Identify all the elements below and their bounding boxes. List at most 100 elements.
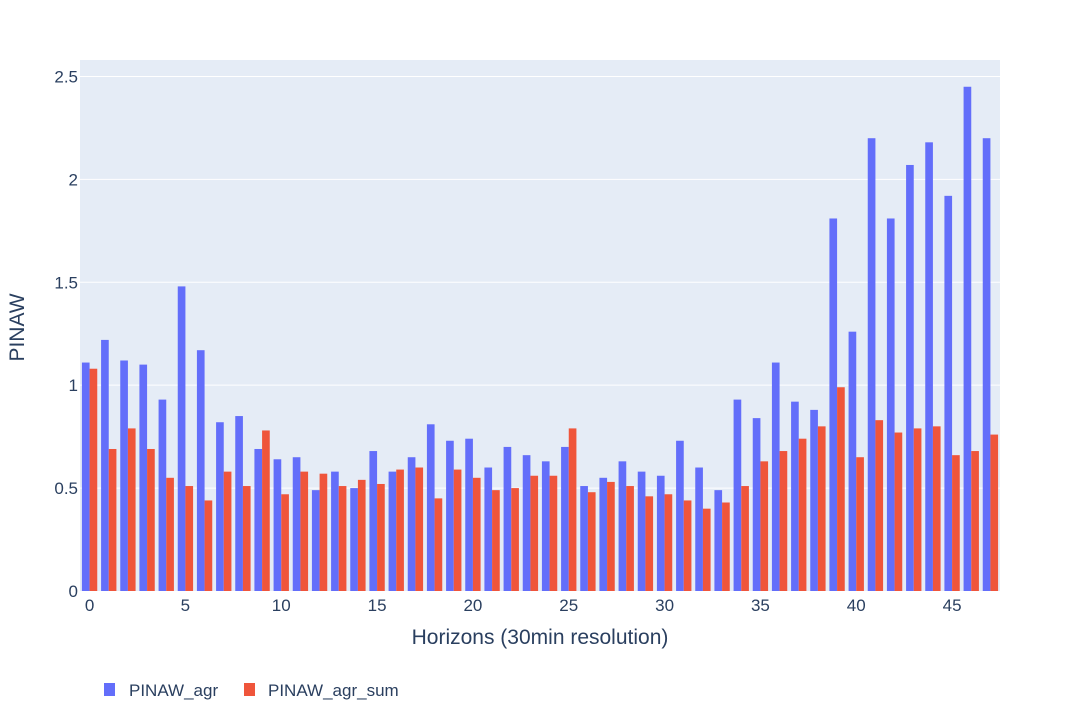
bar-pinaw-agr-sum[interactable] bbox=[204, 500, 213, 591]
bar-pinaw-agr[interactable] bbox=[867, 138, 876, 592]
bar-pinaw-agr[interactable] bbox=[752, 418, 761, 591]
bar-pinaw-agr-sum[interactable] bbox=[223, 471, 232, 591]
bar-pinaw-agr-sum[interactable] bbox=[626, 486, 634, 591]
bar-pinaw-agr-sum[interactable] bbox=[262, 430, 270, 591]
bar-pinaw-agr-sum[interactable] bbox=[549, 475, 558, 591]
bar-pinaw-agr[interactable] bbox=[618, 461, 627, 591]
bar-pinaw-agr[interactable] bbox=[580, 486, 588, 591]
bar-pinaw-agr[interactable] bbox=[925, 142, 933, 592]
bar-pinaw-agr-sum[interactable] bbox=[415, 467, 424, 591]
bar-pinaw-agr-sum[interactable] bbox=[932, 426, 941, 591]
bar-pinaw-agr-sum[interactable] bbox=[89, 368, 98, 591]
bar-pinaw-agr-sum[interactable] bbox=[971, 451, 979, 591]
bar-pinaw-agr-sum[interactable] bbox=[472, 477, 481, 591]
bar-pinaw-agr-sum[interactable] bbox=[377, 483, 385, 591]
bar-pinaw-agr[interactable] bbox=[599, 477, 608, 591]
bar-pinaw-agr-sum[interactable] bbox=[511, 488, 519, 591]
bar-pinaw-agr[interactable] bbox=[522, 455, 531, 591]
bar-pinaw-agr[interactable] bbox=[676, 440, 684, 591]
bar-pinaw-agr-sum[interactable] bbox=[127, 428, 136, 591]
bar-pinaw-agr[interactable] bbox=[637, 471, 646, 591]
bar-pinaw-agr-sum[interactable] bbox=[185, 486, 194, 591]
bar-pinaw-agr-sum[interactable] bbox=[760, 461, 769, 591]
bar-pinaw-agr-sum[interactable] bbox=[779, 451, 788, 591]
bar-pinaw-agr[interactable] bbox=[656, 475, 665, 591]
bar-pinaw-agr-sum[interactable] bbox=[607, 481, 615, 591]
bar-pinaw-agr[interactable] bbox=[944, 195, 953, 591]
bar-pinaw-agr-sum[interactable] bbox=[722, 502, 730, 592]
bar-pinaw-agr[interactable] bbox=[446, 440, 454, 591]
bar-pinaw-agr-sum[interactable] bbox=[108, 448, 117, 591]
bar-pinaw-agr-sum[interactable] bbox=[683, 500, 692, 591]
bar-pinaw-agr[interactable] bbox=[541, 461, 550, 591]
bar-pinaw-agr[interactable] bbox=[81, 362, 90, 591]
bar-pinaw-agr-sum[interactable] bbox=[645, 496, 654, 591]
bar-pinaw-agr-sum[interactable] bbox=[875, 420, 884, 591]
bar-pinaw-agr-sum[interactable] bbox=[587, 492, 596, 591]
bar-pinaw-agr[interactable] bbox=[982, 138, 991, 592]
bar-pinaw-agr[interactable] bbox=[906, 164, 914, 591]
bar-pinaw-agr-sum[interactable] bbox=[319, 473, 328, 591]
bar-pinaw-agr-sum[interactable] bbox=[300, 471, 309, 591]
bar-pinaw-agr[interactable] bbox=[158, 399, 167, 591]
bar-pinaw-agr-sum[interactable] bbox=[492, 490, 500, 591]
bar-pinaw-agr[interactable] bbox=[292, 457, 301, 591]
bar-pinaw-agr-sum[interactable] bbox=[952, 455, 960, 591]
bar-pinaw-agr-sum[interactable] bbox=[817, 426, 826, 591]
bar-pinaw-agr[interactable] bbox=[235, 416, 243, 591]
legend-swatch-pinaw-agr[interactable] bbox=[104, 683, 115, 696]
bar-pinaw-agr-sum[interactable] bbox=[798, 438, 807, 591]
bar-pinaw-agr-sum[interactable] bbox=[434, 498, 443, 591]
bar-pinaw-agr[interactable] bbox=[791, 401, 799, 591]
bar-pinaw-agr[interactable] bbox=[484, 467, 493, 591]
bar-pinaw-agr[interactable] bbox=[829, 218, 838, 591]
bar-pinaw-agr[interactable] bbox=[350, 488, 358, 591]
bar-pinaw-agr-sum[interactable] bbox=[702, 508, 711, 591]
bar-pinaw-agr[interactable] bbox=[139, 364, 148, 591]
bar-pinaw-agr[interactable] bbox=[714, 490, 723, 591]
bar-pinaw-agr[interactable] bbox=[388, 471, 397, 591]
bar-pinaw-agr-sum[interactable] bbox=[664, 494, 673, 591]
bar-pinaw-agr-sum[interactable] bbox=[281, 494, 289, 591]
bar-pinaw-agr[interactable] bbox=[503, 446, 512, 591]
bar-pinaw-agr[interactable] bbox=[311, 490, 320, 591]
bar-pinaw-agr[interactable] bbox=[407, 457, 416, 591]
bar-pinaw-agr[interactable] bbox=[810, 409, 818, 591]
bar-pinaw-agr[interactable] bbox=[120, 360, 128, 591]
bar-pinaw-agr[interactable] bbox=[254, 448, 263, 591]
bar-pinaw-agr[interactable] bbox=[695, 467, 703, 591]
bar-pinaw-agr[interactable] bbox=[733, 399, 742, 591]
legend-swatch-pinaw-agr-sum[interactable] bbox=[244, 683, 255, 696]
bar-pinaw-agr[interactable] bbox=[465, 438, 473, 591]
bar-pinaw-agr-sum[interactable] bbox=[894, 432, 903, 591]
bar-pinaw-agr-sum[interactable] bbox=[856, 457, 864, 591]
bar-pinaw-agr-sum[interactable] bbox=[338, 486, 347, 591]
bar-pinaw-agr[interactable] bbox=[771, 362, 780, 591]
bar-pinaw-agr[interactable] bbox=[273, 459, 282, 591]
bar-pinaw-agr-sum[interactable] bbox=[453, 469, 462, 591]
bar-pinaw-agr[interactable] bbox=[331, 471, 339, 591]
bar-pinaw-agr-sum[interactable] bbox=[990, 434, 999, 591]
bar-pinaw-agr-sum[interactable] bbox=[242, 486, 251, 591]
bar-pinaw-agr[interactable] bbox=[848, 331, 857, 591]
bar-pinaw-agr-sum[interactable] bbox=[166, 477, 174, 591]
bar-pinaw-agr-sum[interactable] bbox=[568, 428, 577, 591]
bar-pinaw-agr-sum[interactable] bbox=[741, 486, 749, 591]
legend-label-pinaw-agr[interactable]: PINAW_agr bbox=[129, 681, 218, 700]
bar-pinaw-agr[interactable] bbox=[101, 339, 109, 591]
bar-pinaw-agr[interactable] bbox=[216, 422, 224, 591]
legend-label-pinaw-agr-sum[interactable]: PINAW_agr_sum bbox=[268, 681, 399, 700]
bar-pinaw-agr[interactable] bbox=[196, 350, 205, 591]
bar-pinaw-agr[interactable] bbox=[426, 424, 435, 591]
bar-pinaw-agr-sum[interactable] bbox=[396, 469, 404, 591]
bar-pinaw-agr[interactable] bbox=[963, 86, 972, 592]
bar-pinaw-agr[interactable] bbox=[561, 446, 569, 591]
bar-pinaw-agr[interactable] bbox=[177, 286, 186, 591]
bar-pinaw-agr-sum[interactable] bbox=[147, 448, 155, 591]
bar-pinaw-agr-sum[interactable] bbox=[357, 479, 366, 591]
bar-pinaw-agr-sum[interactable] bbox=[913, 428, 922, 591]
bar-pinaw-agr-sum[interactable] bbox=[530, 475, 539, 591]
bar-pinaw-agr[interactable] bbox=[886, 218, 895, 591]
bar-pinaw-agr[interactable] bbox=[369, 451, 378, 591]
bar-pinaw-agr-sum[interactable] bbox=[837, 387, 845, 591]
